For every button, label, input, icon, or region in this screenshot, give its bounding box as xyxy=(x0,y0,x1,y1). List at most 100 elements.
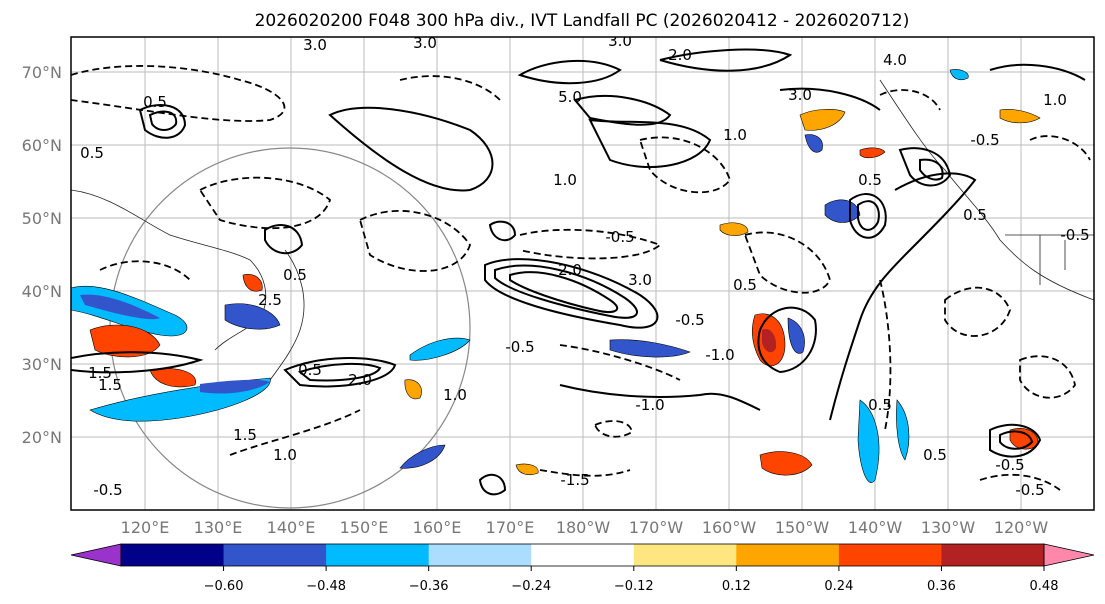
lon-tick-label: 120°W xyxy=(994,518,1049,537)
colorbar-tick-label: −0.60 xyxy=(204,579,244,594)
contour-label: -1.0 xyxy=(705,346,734,364)
red-patch xyxy=(242,274,263,292)
contour-label: 0.5 xyxy=(298,361,322,379)
contour-line xyxy=(989,423,1042,458)
lon-tick-label: 130°E xyxy=(194,518,243,537)
colorbar-segment xyxy=(941,544,1045,566)
contour-label: -0.5 xyxy=(93,481,122,499)
red-patch xyxy=(859,147,886,159)
contour-line xyxy=(999,430,1034,450)
blue-patch xyxy=(787,317,805,354)
contour-line xyxy=(297,362,382,382)
contour-line xyxy=(148,110,178,131)
contour-label: -1.5 xyxy=(560,471,589,489)
dashed-contour-line xyxy=(198,176,332,230)
dashed-contour-line xyxy=(879,279,892,431)
colorbar-tick-label: 0.24 xyxy=(824,579,853,594)
contour-line xyxy=(264,224,304,255)
longitude-labels: 120°E 130°E 140°E 150°E 160°E 170°E 180°W 170°W… xyxy=(121,518,1049,537)
contour-label: 3.0 xyxy=(788,86,812,104)
contour-label: 1.0 xyxy=(553,171,577,189)
colorbar-frame xyxy=(120,543,1045,567)
dashed-contour-line xyxy=(99,260,191,281)
lon-tick-label: 150°W xyxy=(775,518,830,537)
contour-label: -0.5 xyxy=(505,338,534,356)
contour-label: -0.5 xyxy=(995,456,1024,474)
latitude-labels: 70°N 60°N 50°N 40°N 30°N 20°N xyxy=(22,63,62,447)
contour-label: -0.5 xyxy=(1015,481,1044,499)
lon-tick-label: 160°E xyxy=(413,518,462,537)
contour-label: 2.5 xyxy=(258,291,282,309)
contour-label: 0.5 xyxy=(283,266,307,284)
lat-tick-label: 70°N xyxy=(22,63,62,82)
dashed-contours xyxy=(71,65,1091,491)
dashed-contour-line xyxy=(399,75,501,101)
contour-label: 0.5 xyxy=(80,144,104,162)
north-america-coastline xyxy=(879,79,1094,301)
contour-line xyxy=(478,473,507,496)
dashed-contour-line xyxy=(593,420,633,438)
colorbar-tick-label: 0.36 xyxy=(927,579,956,594)
dashed-contour-line xyxy=(1019,355,1076,399)
contour-line xyxy=(919,158,944,181)
lon-tick-label: 160°W xyxy=(702,518,757,537)
figure-title: 2026020200 F048 300 hPa div., IVT Landfa… xyxy=(255,11,910,31)
colorbar-tick-label: −0.24 xyxy=(511,579,551,594)
contour-label: 2.0 xyxy=(668,46,692,64)
contour-label: 2.0 xyxy=(558,261,582,279)
contour-line xyxy=(989,63,1086,81)
lon-tick-label: 140°E xyxy=(267,518,316,537)
contour-label: 1.5 xyxy=(98,376,122,394)
contour-label: 3.0 xyxy=(413,34,437,52)
colorbar-tick-label: −0.48 xyxy=(306,579,346,594)
lon-tick-label: 180°W xyxy=(556,518,611,537)
contour-line xyxy=(588,118,712,168)
map-frame xyxy=(70,36,1095,511)
dashed-contour-line xyxy=(71,65,286,122)
map-panel: 3.0 3.0 3.0 2.0 3.0 4.0 5.0 2.0 1.0 0.5 0.5 1.5 2.0 0… xyxy=(22,32,1095,537)
contour-line xyxy=(898,147,952,187)
blue-patch xyxy=(409,337,471,361)
borders xyxy=(1005,234,1094,285)
dashed-contour-line xyxy=(358,210,471,272)
lat-tick-label: 50°N xyxy=(22,209,62,228)
contour-line xyxy=(829,172,977,421)
contour-label: 0.5 xyxy=(858,171,882,189)
contour-line xyxy=(659,48,793,72)
blue-patch xyxy=(804,134,823,153)
colorbar-segment xyxy=(633,544,737,566)
colorbar-tick-label: 0.12 xyxy=(722,579,751,594)
contour-line xyxy=(494,264,638,319)
contour-label: -0.5 xyxy=(970,131,999,149)
blue-patch xyxy=(949,69,969,81)
blue-patch xyxy=(224,303,281,330)
contour-label: -1.0 xyxy=(635,396,664,414)
lon-tick-label: 120°E xyxy=(121,518,170,537)
contour-label: 5.0 xyxy=(558,88,582,106)
contour-label: -0.5 xyxy=(1060,226,1089,244)
contour-label: 1.0 xyxy=(273,446,297,464)
contour-label: 1.5 xyxy=(88,364,112,382)
colorbar-tick-label: −0.12 xyxy=(614,579,654,594)
orange-patch xyxy=(719,222,749,236)
lat-tick-label: 40°N xyxy=(22,282,62,301)
colorbar-tick-label: −0.36 xyxy=(409,579,449,594)
contour-label: 3.0 xyxy=(608,32,632,50)
dashed-contour-line xyxy=(539,469,631,477)
colorbar: −0.60 −0.48 −0.36 −0.24 −0.12 0.12 0.24 0.36 0.4… xyxy=(70,543,1095,594)
colorbar-segment xyxy=(326,544,430,566)
contour-line xyxy=(283,357,397,388)
contour-label: 1.5 xyxy=(233,426,257,444)
blue-patch xyxy=(399,444,446,469)
colorbar-ticks: −0.60 −0.48 −0.36 −0.24 −0.12 0.12 0.24 0.36 0.4… xyxy=(204,566,1058,594)
contour-line xyxy=(488,220,517,242)
contour-label: 2.0 xyxy=(348,371,372,389)
blue-patch xyxy=(824,199,861,223)
lat-tick-label: 60°N xyxy=(22,136,62,155)
colorbar-segment xyxy=(428,544,532,566)
lat-tick-label: 20°N xyxy=(22,428,62,447)
contour-line xyxy=(71,351,204,374)
contour-label: 0.5 xyxy=(143,93,167,111)
colorbar-extend-min xyxy=(70,543,122,567)
japan-coastline xyxy=(269,249,305,381)
